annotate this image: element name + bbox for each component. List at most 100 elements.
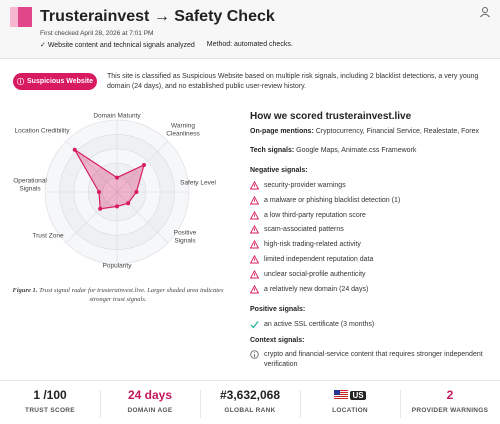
warning-icon: [250, 240, 259, 249]
negative-text: a relatively new domain (24 days): [264, 285, 369, 293]
stat: US LOCATION: [300, 388, 400, 414]
warning-triangle: [250, 240, 259, 249]
header-bg: [0, 0, 500, 59]
radar-point: [72, 147, 77, 152]
warning-triangle: [250, 269, 259, 279]
negative-text: high-risk trading-related activity: [264, 241, 361, 249]
negative-text: a low third-party reputation score: [264, 211, 366, 219]
badge-icon: ⓘ: [17, 78, 24, 86]
flag-stripe: [334, 398, 349, 399]
axis-label: Popularity: [102, 262, 132, 270]
axis-label: Domain Maturity: [93, 112, 141, 120]
warning-icon: [250, 181, 259, 190]
stat-label: GLOBAL RANK: [224, 407, 276, 414]
negative-text: limited independent reputation data: [264, 256, 374, 263]
stat-value-text: US: [350, 391, 366, 400]
negative-text: scam-associated patterns: [264, 226, 344, 234]
logo: [10, 7, 32, 27]
user-icon[interactable]: [479, 6, 491, 18]
stats-divider: [0, 380, 500, 381]
mentions: On-page mentions: Cryptocurrency, Financ…: [250, 128, 479, 135]
stat-value: #3,632,068: [200, 388, 300, 404]
warning-icon: [250, 210, 259, 220]
warning-icon: [250, 255, 259, 264]
caption-text: Trust signal radar for trusterainvest.li…: [39, 287, 224, 303]
radar-point: [134, 190, 139, 194]
negative-item: high-risk trading-related activity: [250, 240, 361, 249]
verdict-text: This site is classified as Suspicious We…: [107, 73, 479, 90]
stat: #3,632,068 GLOBAL RANK: [200, 388, 300, 414]
radar-point: [98, 206, 103, 211]
flag-stripe: [334, 396, 349, 397]
meta-row: ✓ Website content and technical signals …: [40, 41, 293, 49]
stat-value: US: [300, 388, 400, 404]
stat-separator: [100, 390, 101, 418]
first-checked: First checked April 28, 2026 at 7:01 PM: [40, 30, 154, 37]
positive-text: an active SSL certificate (3 months): [264, 321, 375, 328]
stat-value-text: 24 days: [127, 388, 173, 402]
warning-triangle: [250, 181, 259, 190]
stat: 1 /100 TRUST SCORE: [0, 388, 100, 414]
flag-canton: [334, 390, 341, 395]
radar-point: [115, 175, 119, 180]
axis-label: Safety Level: [180, 179, 216, 187]
positive-item: an active SSL certificate (3 months): [250, 320, 374, 329]
warning-icon: [250, 284, 259, 294]
stat-value: 1 /100: [0, 388, 100, 404]
figure-caption: Figure 1. Trust signal radar for truster…: [12, 286, 224, 304]
warning-triangle: [250, 225, 259, 234]
negative-item: a malware or phishing blacklist detectio…: [250, 195, 401, 205]
warning-icon: [250, 195, 259, 205]
warning-icon: [250, 269, 259, 279]
stat: 24 days DOMAIN AGE: [100, 388, 200, 414]
radar-point: [97, 190, 101, 194]
warning-triangle: [250, 284, 259, 294]
tech: Tech signals: Google Maps, Animate.css F…: [250, 147, 416, 154]
spoke: [65, 191, 118, 244]
warning-icon: [250, 225, 259, 234]
stat-value-text: 2: [446, 388, 454, 402]
axis-label: Trust Zone: [32, 232, 64, 240]
figure-label: Figure 1.: [12, 287, 38, 294]
stat-value: 24 days: [100, 388, 200, 404]
negative-item: security-provider warnings: [250, 181, 346, 190]
spoke: [116, 191, 169, 244]
flag-stripe: [334, 390, 349, 391]
context-text: crypto and financial-service content tha…: [264, 351, 483, 368]
negative-item: unclear social-profile authenticity: [250, 269, 366, 279]
info-icon: [250, 350, 259, 359]
scoring-title: How we scored trusterainvest.live: [250, 111, 412, 122]
stat-value: 2: [400, 388, 500, 404]
negative-text: security-provider warnings: [264, 182, 346, 189]
mentions-text: Cryptocurrency, Financial Service, Reale…: [315, 128, 480, 135]
negative-title: Negative signals:: [250, 167, 308, 174]
analyzed: ✓ Website content and technical signals …: [40, 42, 195, 49]
badge-text: Suspicious Website: [27, 78, 93, 85]
check-icon: [250, 321, 259, 329]
stat-separator: [300, 390, 301, 418]
stat-label: DOMAIN AGE: [127, 407, 173, 414]
stat-separator: [200, 390, 201, 418]
negative-item: a relatively new domain (24 days): [250, 284, 369, 294]
analyzed-text: Website content and technical signals an…: [47, 42, 195, 49]
axis-label: Positive Signals: [173, 229, 197, 245]
radar-point: [115, 204, 119, 209]
stat-value-text: #3,632,068: [219, 388, 281, 402]
mentions-label: On-page mentions:: [250, 128, 314, 135]
stat: 2 PROVIDER WARNINGS: [400, 388, 500, 414]
axis-label: Operational Signals: [13, 177, 47, 193]
flag-stripe: [334, 392, 349, 393]
stat-label: TRUST SCORE: [25, 407, 75, 414]
negative-item: scam-associated patterns: [250, 225, 344, 234]
us-flag: [334, 390, 349, 399]
axis-label: Warning Cleanliness: [166, 122, 200, 138]
tech-label: Tech signals:: [250, 147, 295, 154]
negative-text: a malware or phishing blacklist detectio…: [264, 196, 401, 204]
negative-item: a low third-party reputation score: [250, 210, 366, 220]
tech-text: Google Maps, Animate.css Framework: [296, 147, 417, 154]
flag-stripe: [334, 394, 349, 395]
axis-label: Location Credibility: [14, 127, 70, 135]
stat-label: PROVIDER WARNINGS: [411, 407, 489, 414]
page-title: Trusterainvest → Safety Check: [40, 8, 275, 25]
